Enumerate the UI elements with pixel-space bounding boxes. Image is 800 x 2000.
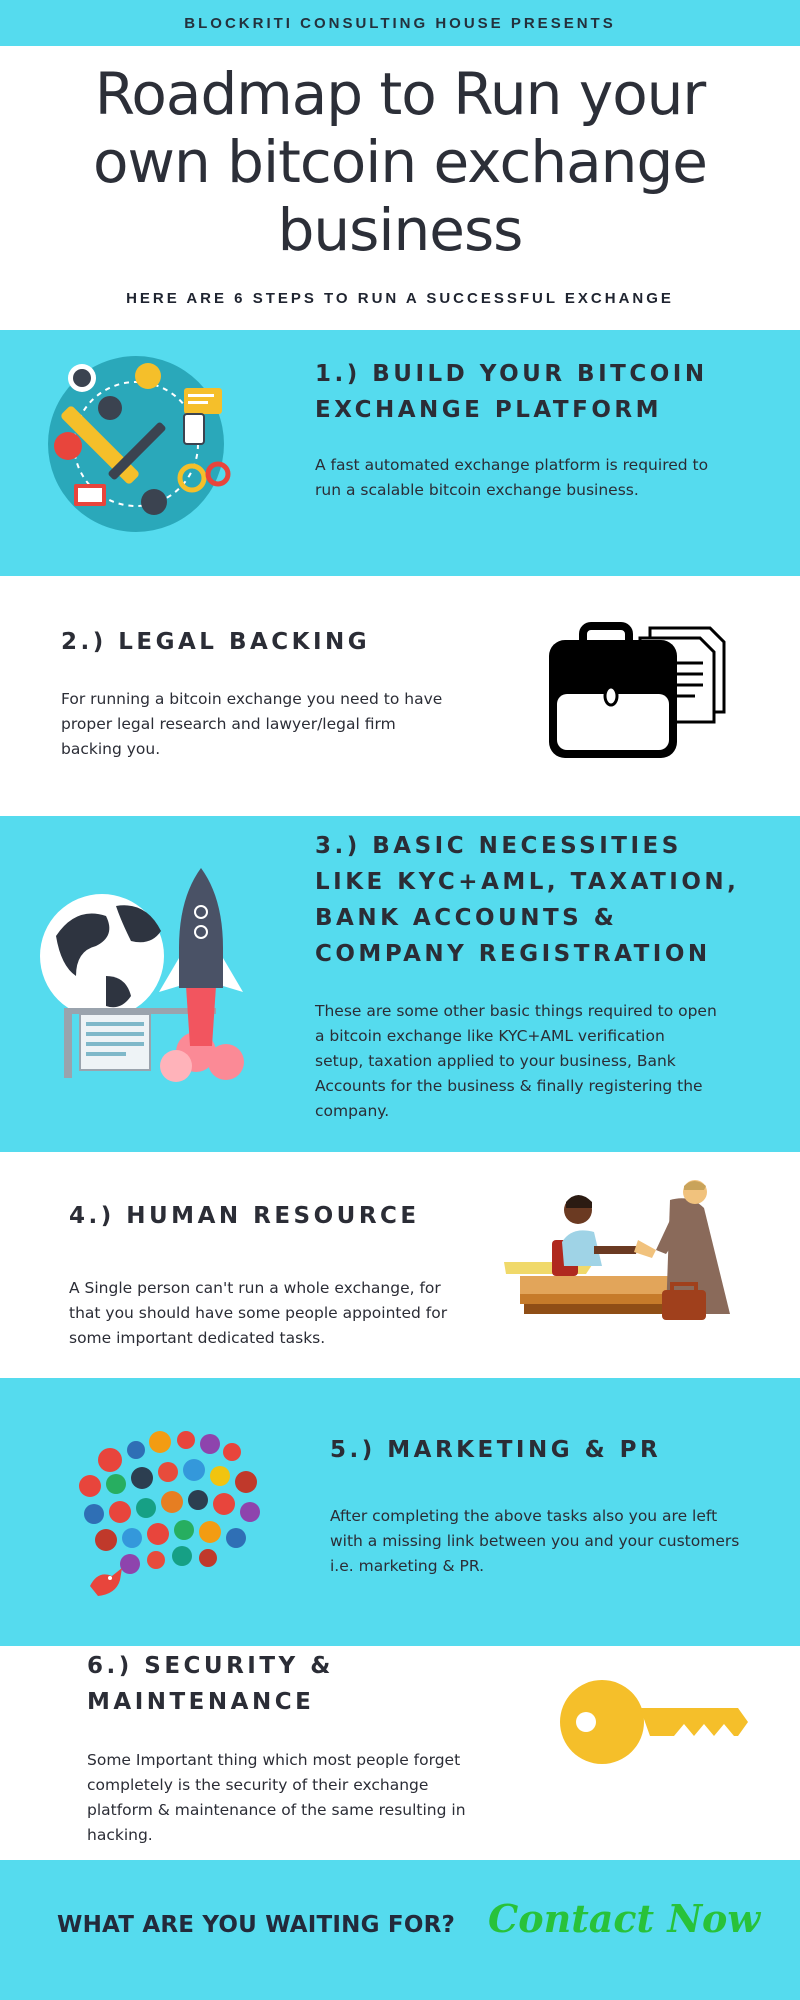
heading-line: 6.) SECURITY & [87, 1653, 334, 1679]
heading-line: EXCHANGE PLATFORM [315, 397, 662, 423]
title-line: own bitcoin exchange [93, 128, 708, 196]
step-heading: 6.) SECURITY & MAINTENANCE [87, 1648, 334, 1720]
heading-line: BANK ACCOUNTS & [315, 905, 618, 931]
step-description: Some Important thing which most people f… [87, 1748, 466, 1848]
heading-line: 3.) BASIC NECESSITIES [315, 833, 682, 859]
handshake-meeting-icon [504, 1180, 730, 1320]
body-line: completely is the security of their exch… [87, 1776, 429, 1794]
social-media-bubble-icon [79, 1431, 260, 1596]
globe-rocket-icon [40, 868, 244, 1082]
body-line: some important dedicated tasks. [69, 1329, 326, 1347]
tools-network-icon [48, 356, 231, 532]
heading-line: 5.) MARKETING & PR [330, 1437, 662, 1463]
step-4-section: 4.) HUMAN RESOURCE A Single person can't… [0, 1152, 800, 1378]
step-heading: 2.) LEGAL BACKING [61, 624, 370, 660]
heading-line: MAINTENANCE [87, 1689, 315, 1715]
step-description: After completing the above tasks also yo… [330, 1504, 739, 1579]
step-description: These are some other basic things requir… [315, 999, 717, 1124]
heading-line: 2.) LEGAL BACKING [61, 629, 371, 655]
body-line: After completing the above tasks also yo… [330, 1507, 718, 1525]
title-line: business [277, 196, 524, 264]
step-3-section: 3.) BASIC NECESSITIES LIKE KYC+AML, TAXA… [0, 816, 800, 1152]
top-banner: BLOCKRITI CONSULTING HOUSE PRESENTS [0, 0, 800, 46]
body-line: a bitcoin exchange like KYC+AML verifica… [315, 1027, 665, 1045]
cta-question: WHAT ARE YOU WAITING FOR? [57, 1912, 456, 1938]
step-heading: 5.) MARKETING & PR [330, 1432, 661, 1468]
body-line: i.e. marketing & PR. [330, 1557, 485, 1575]
heading-line: 1.) BUILD YOUR BITCOIN [315, 361, 708, 387]
body-line: run a scalable bitcoin exchange business… [315, 481, 639, 499]
body-line: proper legal research and lawyer/legal f… [61, 715, 396, 733]
body-line: These are some other basic things requir… [315, 1002, 717, 1020]
step-6-section: 6.) SECURITY & MAINTENANCE Some Importan… [0, 1646, 800, 1860]
step-heading: 1.) BUILD YOUR BITCOIN EXCHANGE PLATFORM [315, 356, 708, 428]
body-line: Some Important thing which most people f… [87, 1751, 461, 1769]
page-title: Roadmap to Run your own bitcoin exchange… [80, 60, 720, 264]
body-line: A fast automated exchange platform is re… [315, 456, 709, 474]
contact-now-button[interactable]: Contact Now [488, 1896, 761, 1941]
step-heading: 3.) BASIC NECESSITIES LIKE KYC+AML, TAXA… [315, 828, 739, 972]
heading-line: 4.) HUMAN RESOURCE [69, 1203, 420, 1229]
step-description: A Single person can't run a whole exchan… [69, 1276, 447, 1351]
step-description: A fast automated exchange platform is re… [315, 453, 708, 503]
key-icon [560, 1680, 748, 1764]
body-line: Accounts for the business & finally regi… [315, 1077, 703, 1095]
step-heading: 4.) HUMAN RESOURCE [69, 1198, 420, 1234]
title-line: Roadmap to Run your [94, 60, 707, 128]
body-line: platform & maintenance of the same resul… [87, 1801, 466, 1819]
heading-line: COMPANY REGISTRATION [315, 941, 711, 967]
briefcase-documents-icon [549, 622, 726, 758]
body-line: setup, taxation applied to your business… [315, 1052, 676, 1070]
heading-line: LIKE KYC+AML, TAXATION, [315, 869, 740, 895]
body-line: with a missing link between you and your… [330, 1532, 740, 1550]
body-line: A Single person can't run a whole exchan… [69, 1279, 441, 1297]
body-line: that you should have some people appoint… [69, 1304, 448, 1322]
cta-section: WHAT ARE YOU WAITING FOR? Contact Now [0, 1860, 800, 2000]
hero-section: Roadmap to Run your own bitcoin exchange… [0, 46, 800, 330]
body-line: company. [315, 1102, 390, 1120]
presenter-label: BLOCKRITI CONSULTING HOUSE PRESENTS [184, 14, 616, 32]
body-line: For running a bitcoin exchange you need … [61, 690, 443, 708]
step-2-section: 2.) LEGAL BACKING For running a bitcoin … [0, 576, 800, 816]
step-1-section: 1.) BUILD YOUR BITCOIN EXCHANGE PLATFORM… [0, 330, 800, 576]
page-subtitle: HERE ARE 6 STEPS TO RUN A SUCCESSFUL EXC… [126, 290, 674, 307]
step-5-section: 5.) MARKETING & PR After completing the … [0, 1378, 800, 1646]
step-description: For running a bitcoin exchange you need … [61, 687, 442, 762]
body-line: backing you. [61, 740, 161, 758]
body-line: hacking. [87, 1826, 153, 1844]
